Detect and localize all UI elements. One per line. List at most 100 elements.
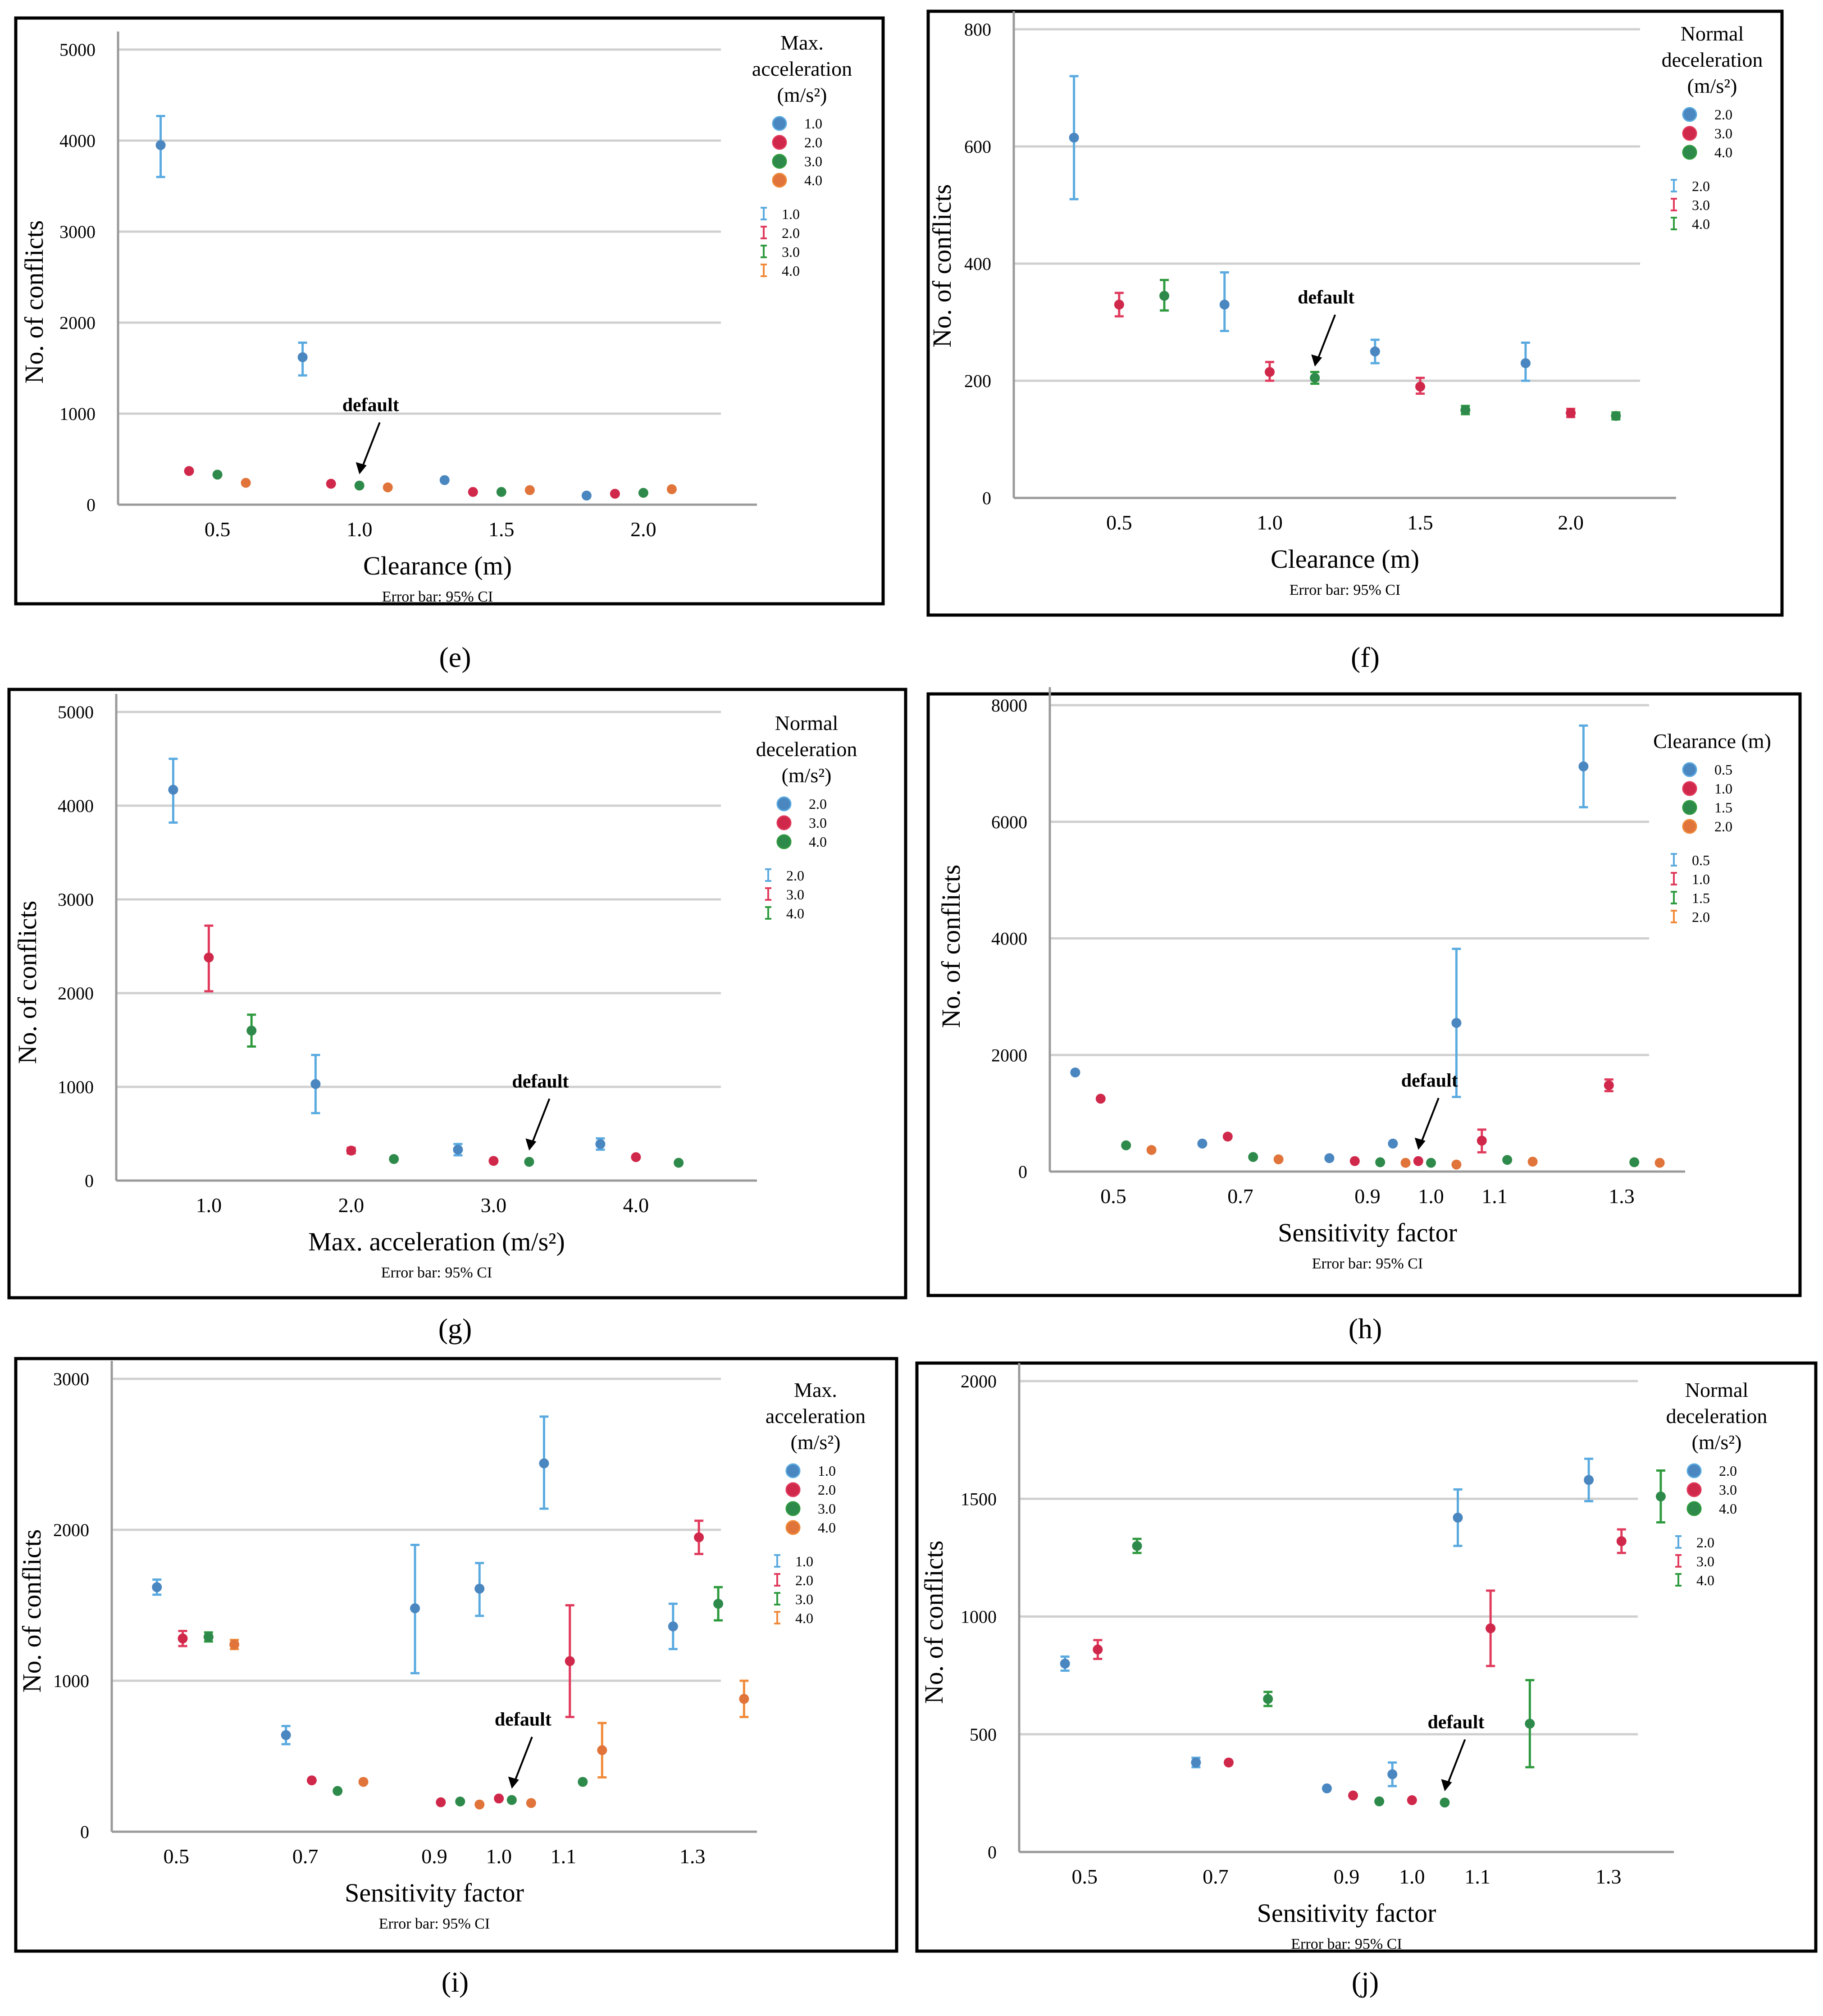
legend-label: 2.0 <box>1719 1463 1737 1479</box>
annotation-arrow-shaft <box>1317 314 1336 360</box>
data-point <box>474 1799 485 1810</box>
data-point <box>1654 1158 1665 1168</box>
x-axis-label: Clearance (m) <box>363 551 512 580</box>
data-point <box>1460 405 1471 415</box>
legend-errorbar-label: 2.0 <box>795 1572 813 1588</box>
y-tick-label: 200 <box>964 371 991 391</box>
legend-errorbar-label: 3.0 <box>782 244 800 260</box>
data-point <box>152 1582 162 1592</box>
x-tick-label: 0.9 <box>1334 1865 1360 1888</box>
panel-caption: (e) <box>439 641 471 673</box>
data-point <box>1388 1138 1398 1149</box>
data-point <box>668 1621 678 1632</box>
default-annotation: default <box>1401 1071 1458 1091</box>
legend-marker <box>1682 126 1697 141</box>
data-point <box>488 1156 499 1166</box>
legend-label: 3.0 <box>804 153 822 169</box>
y-tick-label: 1000 <box>53 1671 89 1691</box>
data-point <box>597 1745 607 1756</box>
panel-frame <box>14 1357 898 1953</box>
data-point <box>524 485 535 495</box>
panel-frame <box>7 688 907 1300</box>
panel-frame <box>926 692 1802 1297</box>
x-tick-label: 1.0 <box>1257 511 1283 534</box>
x-axis-label: Sensitivity factor <box>1257 1898 1436 1928</box>
data-point <box>1415 382 1426 392</box>
data-point <box>1525 1719 1535 1729</box>
legend-errorbar-label: 1.0 <box>1692 871 1710 887</box>
data-point <box>739 1694 749 1704</box>
x-tick-label: 1.3 <box>1595 1865 1622 1888</box>
panel-caption: (h) <box>1349 1313 1382 1345</box>
data-point <box>1527 1157 1538 1167</box>
annotation-arrow-head <box>1414 1137 1426 1150</box>
legend-label: 1.0 <box>818 1463 836 1479</box>
data-point <box>1566 408 1576 418</box>
legend-errorbar-label: 3.0 <box>786 886 804 903</box>
legend-title: Normal <box>775 712 839 734</box>
legend-errorbar-label: 3.0 <box>1696 1553 1714 1569</box>
annotation-arrow-head <box>508 1776 519 1789</box>
data-point <box>1407 1795 1417 1806</box>
x-tick-label: 0.5 <box>1072 1865 1098 1888</box>
y-tick-label: 2000 <box>59 313 96 333</box>
panel-frame <box>926 9 1784 617</box>
legend-label: 1.5 <box>1714 799 1732 816</box>
annotation-arrow-head <box>1441 1779 1452 1792</box>
data-point <box>1387 1769 1398 1779</box>
legend-errorbar-label: 2.0 <box>1692 178 1710 194</box>
legend-errorbar-label: 1.0 <box>795 1553 813 1569</box>
data-point <box>1114 300 1124 310</box>
data-point <box>1453 1513 1463 1523</box>
default-annotation: default <box>342 395 399 416</box>
data-point <box>506 1795 517 1805</box>
x-tick-label: 0.9 <box>421 1845 447 1868</box>
legend-label: 2.0 <box>1714 106 1732 123</box>
legend-marker <box>1682 145 1697 160</box>
data-point <box>1322 1783 1332 1793</box>
default-annotation: default <box>1298 287 1354 308</box>
x-tick-label: 1.1 <box>1464 1865 1490 1888</box>
data-point <box>595 1139 606 1149</box>
data-point <box>1451 1018 1462 1028</box>
data-point <box>1132 1541 1142 1551</box>
legend-label: 4.0 <box>1719 1501 1737 1517</box>
data-point <box>674 1158 684 1168</box>
data-point <box>1502 1155 1513 1165</box>
data-point <box>1310 373 1320 383</box>
legend-label: 2.0 <box>809 796 827 812</box>
x-tick-label: 1.0 <box>196 1194 222 1217</box>
data-point <box>346 1145 356 1156</box>
data-point <box>496 487 506 497</box>
y-tick-label: 0 <box>982 488 991 508</box>
x-tick-label: 1.0 <box>486 1845 512 1868</box>
data-point <box>1069 132 1079 143</box>
data-point <box>526 1798 536 1808</box>
legend-title: deceleration <box>1662 48 1763 71</box>
legend-marker <box>1686 1463 1702 1478</box>
x-tick-label: 1.1 <box>551 1845 577 1868</box>
y-tick-label: 3000 <box>59 222 96 242</box>
annotation-arrow-head <box>1311 354 1322 367</box>
data-point <box>297 352 308 362</box>
x-tick-label: 1.1 <box>1481 1185 1508 1208</box>
annotation-arrow-shaft <box>531 1098 551 1145</box>
y-tick-label: 2000 <box>53 1520 89 1540</box>
legend-title: deceleration <box>756 738 857 761</box>
legend-title: Normal <box>1681 22 1744 45</box>
data-point <box>204 952 214 962</box>
x-tick-label: 0.7 <box>1203 1865 1229 1888</box>
chart-panel-i: 0 1000 2000 3000 0.5 0.7 0.9 1.0 1.1 1.3 Sensitivi… <box>14 1357 898 1998</box>
y-axis-label: No. of conflicts <box>927 184 957 347</box>
legend-label: 1.0 <box>1714 780 1732 797</box>
legend-marker <box>1682 762 1697 777</box>
legend-errorbar-label: 4.0 <box>1692 216 1710 232</box>
data-point <box>246 1026 257 1036</box>
legend-marker <box>776 796 792 812</box>
error-bar-note: Error bar: 95% CI <box>381 1264 492 1281</box>
legend-label: 3.0 <box>818 1501 836 1517</box>
y-tick-label: 3000 <box>53 1369 89 1389</box>
x-tick-label: 4.0 <box>623 1194 649 1217</box>
data-point <box>333 1786 343 1796</box>
